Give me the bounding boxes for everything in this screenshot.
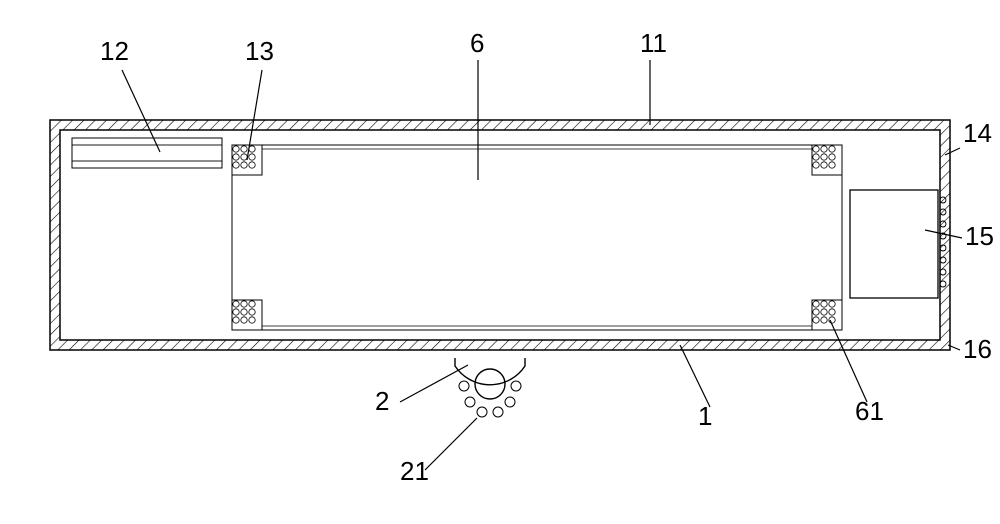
bottom-connector-hole [505,397,515,407]
leader-61 [830,320,867,402]
left-slot-outer [72,138,222,168]
label-61: 61 [855,396,884,426]
damper-block [812,145,842,175]
leader-2 [400,365,468,402]
label-12: 12 [100,36,129,66]
damper-block [812,300,842,330]
bottom-connector-hole [459,381,469,391]
damper-block [232,300,262,330]
left-slot-inner [72,145,222,161]
bottom-connector-hole [465,397,475,407]
label-21: 21 [400,456,429,486]
bottom-connector-hole [493,407,503,417]
bottom-connector-hole [477,407,487,417]
label-2: 2 [375,386,389,416]
label-14: 14 [963,118,992,148]
technical-diagram: 1213611141516611221 [0,0,1000,524]
leader-21 [425,418,477,470]
inner-frame [232,145,842,330]
label-13: 13 [245,36,274,66]
label-6: 6 [470,28,484,58]
label-1: 1 [698,401,712,431]
label-11: 11 [640,28,667,58]
leader-1 [680,345,710,407]
right-block [850,190,938,298]
bottom-connector-hole [511,381,521,391]
leader-12 [122,70,160,152]
label-15: 15 [965,221,994,251]
label-16: 16 [963,334,992,364]
